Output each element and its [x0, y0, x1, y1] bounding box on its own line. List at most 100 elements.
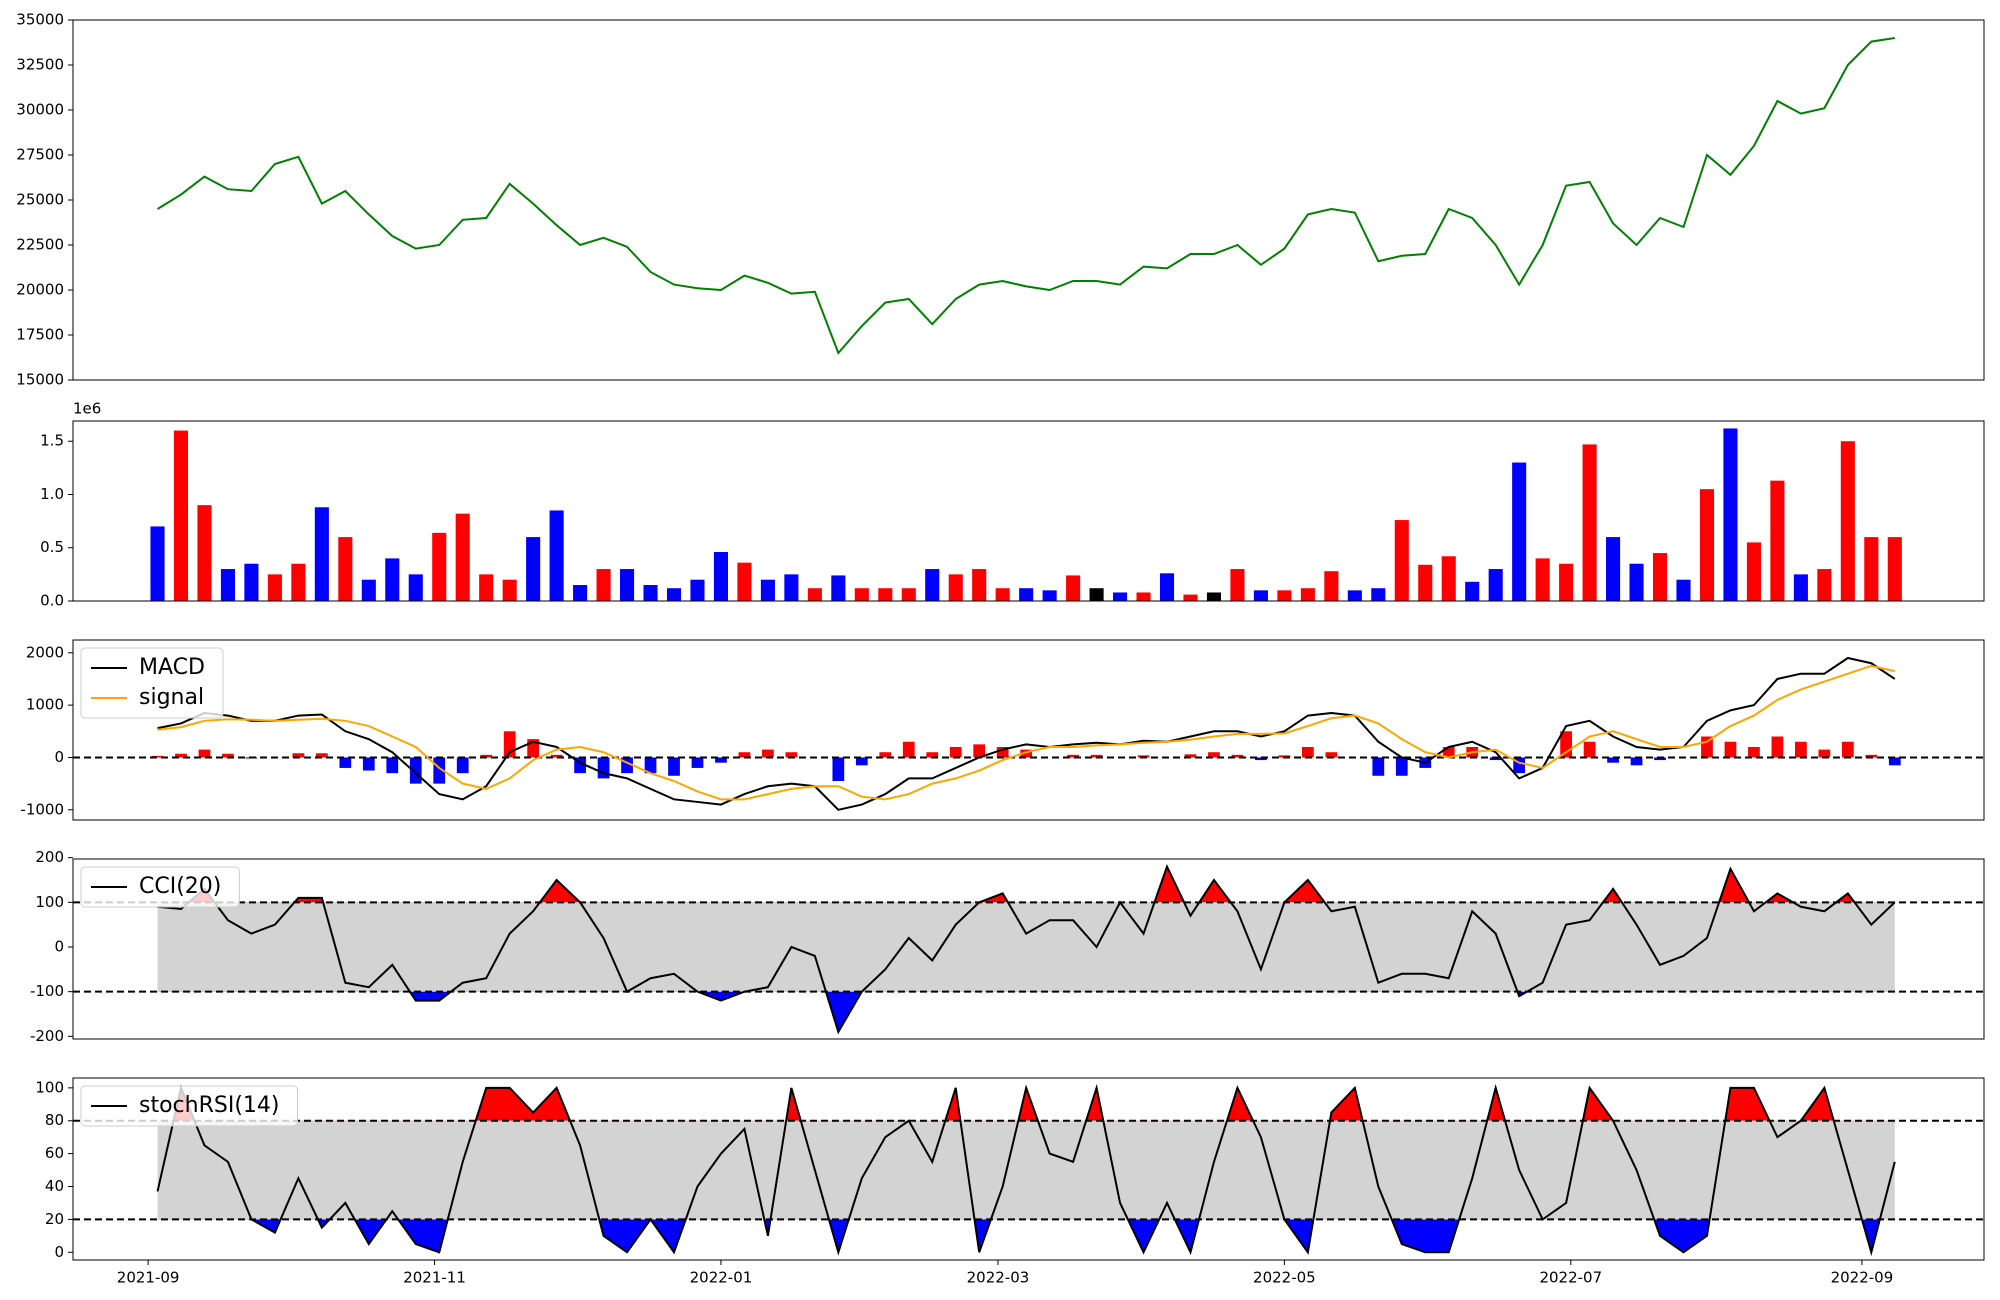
panel-frame — [72, 420, 1985, 602]
histogram-bar — [738, 752, 751, 758]
axis-offset-text: 1e6 — [73, 400, 101, 418]
x-tick-label: 2022-03 — [967, 1269, 1030, 1287]
histogram-bar — [1583, 741, 1596, 758]
volume-bar — [1019, 588, 1034, 601]
histogram-bar — [1067, 754, 1079, 758]
y-tick-label: 20 — [45, 1210, 64, 1228]
histogram-bar — [785, 752, 798, 758]
volume-bar — [1488, 569, 1503, 601]
y-tick-label: 100 — [35, 1078, 64, 1096]
histogram-bar — [1513, 757, 1526, 774]
volume-bar — [1394, 520, 1409, 601]
volume-bar — [314, 507, 329, 601]
y-tick-label: 1.0 — [40, 485, 64, 503]
histogram-bar — [1865, 754, 1878, 758]
histogram-bar — [1278, 755, 1291, 758]
volume-bar — [1699, 489, 1715, 601]
histogram-bar — [456, 757, 469, 774]
histogram-bar — [926, 752, 939, 758]
histogram-bar — [879, 752, 892, 758]
volume-bar — [690, 579, 705, 601]
histogram-bar — [1771, 736, 1784, 758]
y-tick-label: -100 — [30, 982, 64, 1000]
x-tick-label: 2022-09 — [1831, 1269, 1894, 1287]
histogram-bar — [996, 746, 1009, 758]
histogram-bar — [1137, 755, 1150, 758]
histogram-bar — [1489, 757, 1502, 761]
volume-bar — [995, 588, 1010, 601]
plot-area — [150, 428, 1902, 601]
histogram-bar — [973, 744, 986, 758]
volume-bar — [408, 574, 423, 601]
histogram-bar — [503, 731, 516, 758]
volume-bar — [1371, 588, 1386, 601]
histogram-bar — [1325, 752, 1338, 758]
histogram-bar — [1630, 757, 1643, 766]
plot-area — [156, 37, 1895, 355]
histogram-bar — [1888, 757, 1901, 766]
above-fill — [173, 1087, 1834, 1121]
histogram-bar — [433, 757, 446, 784]
volume-bar — [1441, 556, 1456, 601]
histogram-bar — [762, 749, 774, 758]
legend-text: stochRSI(14) — [139, 1093, 280, 1118]
y-tick-label: 0.0 — [40, 592, 64, 610]
volume-bar — [1817, 569, 1832, 601]
histogram-bar — [902, 741, 915, 758]
y-tick-label: 100 — [35, 893, 64, 911]
volume-bar — [1840, 441, 1855, 601]
volume-bar — [1253, 590, 1268, 601]
histogram-bar — [691, 757, 704, 768]
volume-bar — [1746, 542, 1761, 601]
volume-bar — [596, 569, 611, 601]
histogram-bar — [1795, 741, 1807, 758]
x-tick-label: 2022-01 — [690, 1269, 753, 1287]
histogram-bar — [198, 749, 211, 758]
volume-bar — [1347, 590, 1362, 601]
volume-bar — [150, 526, 165, 601]
histogram-bar — [550, 754, 563, 758]
histogram-bar — [644, 757, 657, 774]
volume-bar — [244, 563, 259, 601]
histogram-bar — [222, 753, 234, 758]
volume-bar — [1582, 444, 1597, 601]
histogram-bar — [668, 757, 680, 776]
plot-area — [73, 1083, 1984, 1257]
volume-bar — [713, 552, 728, 601]
volume-bar — [197, 505, 212, 601]
histogram-bar — [386, 757, 399, 774]
x-tick-label: 2022-05 — [1253, 1269, 1316, 1287]
y-tick-label: 80 — [45, 1111, 64, 1129]
histogram-bar — [1724, 741, 1737, 758]
y-tick-label: 22500 — [16, 236, 64, 254]
histogram-bar — [715, 757, 727, 763]
histogram-bar — [574, 757, 586, 774]
volume-bar — [1183, 594, 1198, 601]
volume-bar — [854, 588, 869, 601]
histogram-bar — [1302, 746, 1314, 758]
volume-bar — [291, 563, 306, 601]
panel-frame — [72, 19, 1985, 381]
volume-bar — [220, 569, 235, 601]
histogram-bar — [832, 757, 845, 782]
histogram-bar — [949, 746, 962, 758]
volume-bar — [925, 569, 940, 601]
volume-bar — [1230, 569, 1245, 601]
volume-bar — [1512, 462, 1527, 601]
histogram-bar — [597, 757, 610, 779]
volume-bar — [1277, 590, 1292, 601]
volume-bar — [1606, 537, 1621, 601]
panel-frame — [72, 858, 1985, 1040]
volume-bar — [385, 558, 400, 601]
volume-bar — [1418, 564, 1433, 601]
volume-bar — [1652, 553, 1668, 601]
legend-box — [80, 866, 240, 908]
y-tick-label: 200 — [35, 848, 64, 866]
histogram-bar — [1184, 754, 1197, 758]
y-tick-label: 15000 — [16, 371, 64, 389]
volume-bar — [573, 585, 588, 601]
histogram-bar — [315, 753, 328, 758]
y-tick-label: -200 — [30, 1027, 64, 1045]
histogram-bar — [1818, 749, 1831, 758]
volume-bar — [1535, 558, 1550, 601]
